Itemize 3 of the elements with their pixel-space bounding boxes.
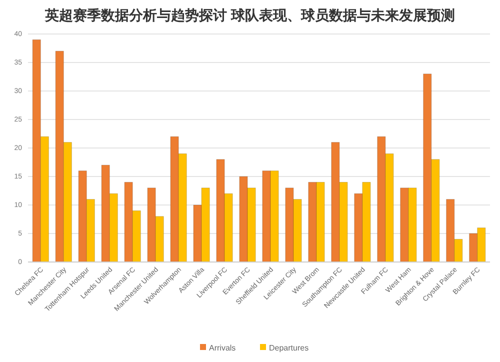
chart-title: 英超赛季数据分析与趋势探讨 球队表现、球员数据与未来发展预测 xyxy=(44,7,455,23)
legend-label: Arrivals xyxy=(209,344,236,353)
legend-label: Departures xyxy=(269,344,309,353)
